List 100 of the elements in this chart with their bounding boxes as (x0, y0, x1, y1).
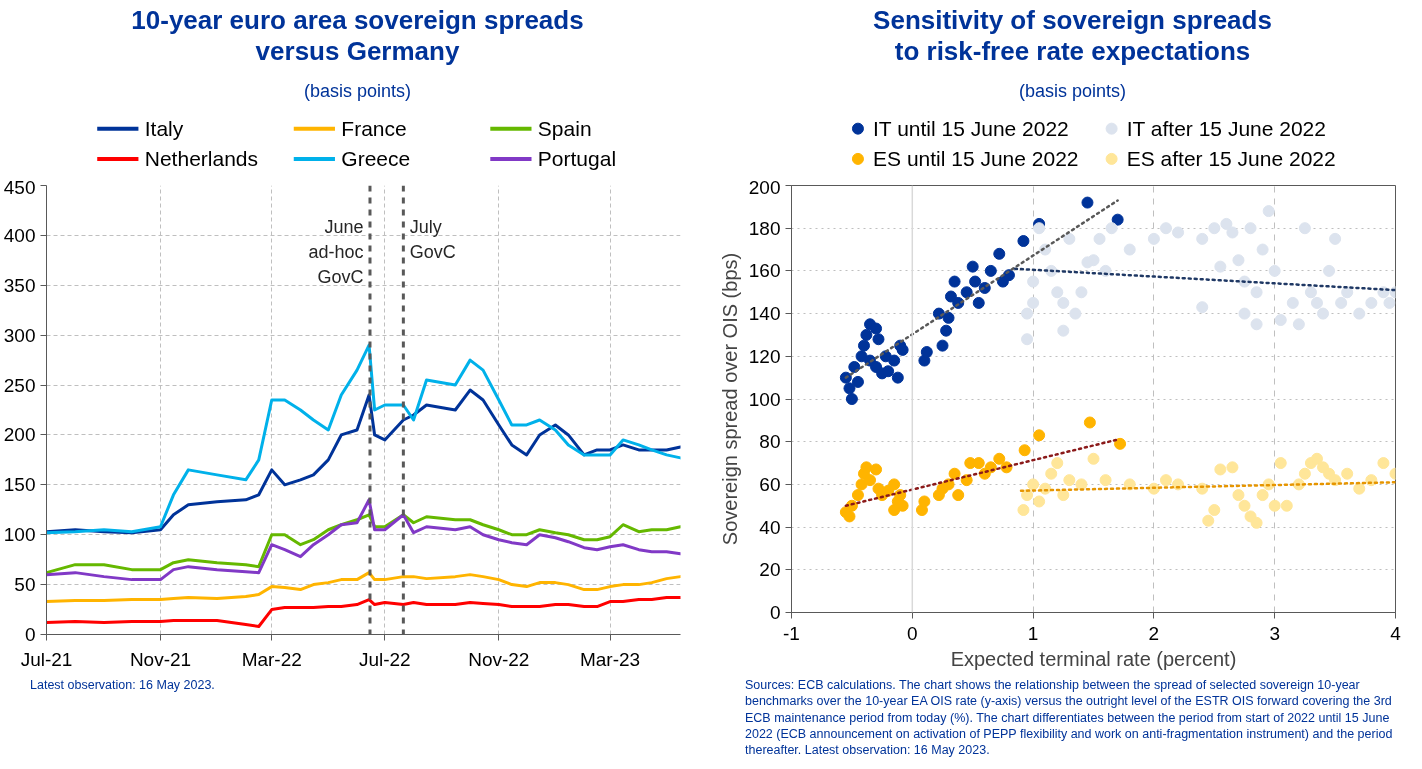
line-series (46, 498, 681, 582)
point (1365, 296, 1378, 309)
x-tick-label: 4 (1390, 622, 1402, 644)
point (1033, 495, 1046, 508)
point (882, 365, 895, 378)
chart-title: Sensitivity of sovereign spreads to risk-free rate expectations (873, 5, 1272, 68)
point (1159, 222, 1172, 235)
point (1329, 232, 1342, 245)
point (1208, 222, 1221, 235)
point (1262, 205, 1275, 218)
point (1341, 286, 1354, 299)
point (888, 478, 901, 491)
point (1298, 222, 1311, 235)
source-note: Sources: ECB calculations. The chart shows the relationship between the spread of selected sovereign 10-year benchmarks over the 10-year EA OIS rate (y-axis) versus the outright level of the ESTR OIS forward covering the 3rd ECB maintenance period from today (%). The chart differentiates between the period from start of 2022 until 15 June 2022 (ECB announcement on activation of PEPP flexibility and work on anti-fragmentation instrument) and the period thereafter. Latest observation: 16 May 2023. (745, 677, 1394, 759)
point (1027, 478, 1040, 491)
point (1220, 217, 1233, 230)
point (1280, 499, 1293, 512)
point (1051, 457, 1064, 470)
point (848, 360, 861, 373)
point (860, 461, 873, 474)
point (948, 467, 961, 480)
legend-label: IT after 15 June 2022 (1126, 117, 1326, 141)
x-tick-label: Mar-22 (241, 648, 302, 670)
y-tick-label: 50 (14, 574, 36, 596)
point (1087, 452, 1100, 465)
point (1069, 307, 1082, 320)
y-tick-label: 100 (3, 524, 36, 546)
x-tick-label: Nov-22 (468, 648, 530, 670)
point (920, 346, 933, 359)
point (1093, 232, 1106, 245)
point (1323, 264, 1336, 277)
line-series (46, 343, 681, 535)
y-tick-label: 160 (748, 260, 781, 282)
point (952, 489, 965, 502)
point (1018, 444, 1031, 457)
y-tick-label: 60 (759, 473, 781, 495)
point (940, 324, 953, 337)
point (1377, 457, 1390, 470)
point (888, 504, 901, 517)
point (1105, 222, 1118, 235)
point (1075, 286, 1088, 299)
line-series (46, 571, 681, 604)
x-tick-label: 0 (907, 622, 918, 644)
point (1250, 286, 1263, 299)
point (1111, 213, 1124, 226)
point (891, 371, 904, 384)
legend-label: Portugal (537, 147, 617, 171)
point (851, 375, 864, 388)
point (1244, 222, 1257, 235)
point (1021, 489, 1034, 502)
ref-line-label: June ad-hoc GovC (308, 216, 364, 287)
point (1083, 416, 1096, 429)
y-tick-label: 350 (3, 274, 36, 296)
point (1147, 232, 1160, 245)
legend-label: Netherlands (144, 147, 258, 171)
point (1017, 504, 1030, 517)
point (918, 495, 931, 508)
point (972, 296, 985, 309)
y-tick-label: 100 (748, 388, 781, 410)
chart-subtitle: (basis points) (1018, 80, 1127, 103)
point (845, 393, 858, 405)
point (1057, 324, 1070, 337)
point (1238, 499, 1251, 512)
y-tick-label: 180 (748, 217, 781, 239)
point (1063, 232, 1076, 245)
point (1063, 474, 1076, 487)
point (1232, 254, 1245, 267)
point (857, 339, 870, 352)
point (870, 322, 883, 335)
point (1256, 243, 1269, 256)
point (1250, 516, 1263, 529)
point (1238, 307, 1251, 320)
point (1226, 226, 1239, 239)
point (936, 339, 949, 352)
point (1081, 196, 1094, 209)
text: Latest observation: 16 May 2023. (30, 677, 215, 694)
x-tick-label: -1 (783, 622, 800, 644)
point (948, 275, 961, 288)
legend-label: ES until 15 June 2022 (873, 147, 1079, 171)
point (1196, 301, 1209, 314)
point (1017, 235, 1030, 247)
point (966, 260, 979, 273)
x-tick-label: 2 (1148, 622, 1160, 644)
point (1310, 296, 1323, 309)
point (1214, 260, 1227, 273)
x-tick-label: Nov-21 (129, 648, 192, 670)
point (870, 463, 883, 476)
point (1214, 463, 1227, 476)
point (1172, 226, 1185, 239)
point (1268, 499, 1281, 512)
point (888, 354, 901, 367)
chart-subtitle: (basis points) (303, 80, 412, 103)
point (843, 510, 856, 523)
y-tick-label: 20 (759, 559, 781, 581)
y-tick-label: 250 (3, 374, 36, 396)
point (1310, 452, 1323, 465)
point (993, 452, 1006, 465)
legend-label: France (341, 117, 407, 141)
point (1250, 318, 1263, 331)
y-tick-label: 450 (3, 176, 36, 198)
